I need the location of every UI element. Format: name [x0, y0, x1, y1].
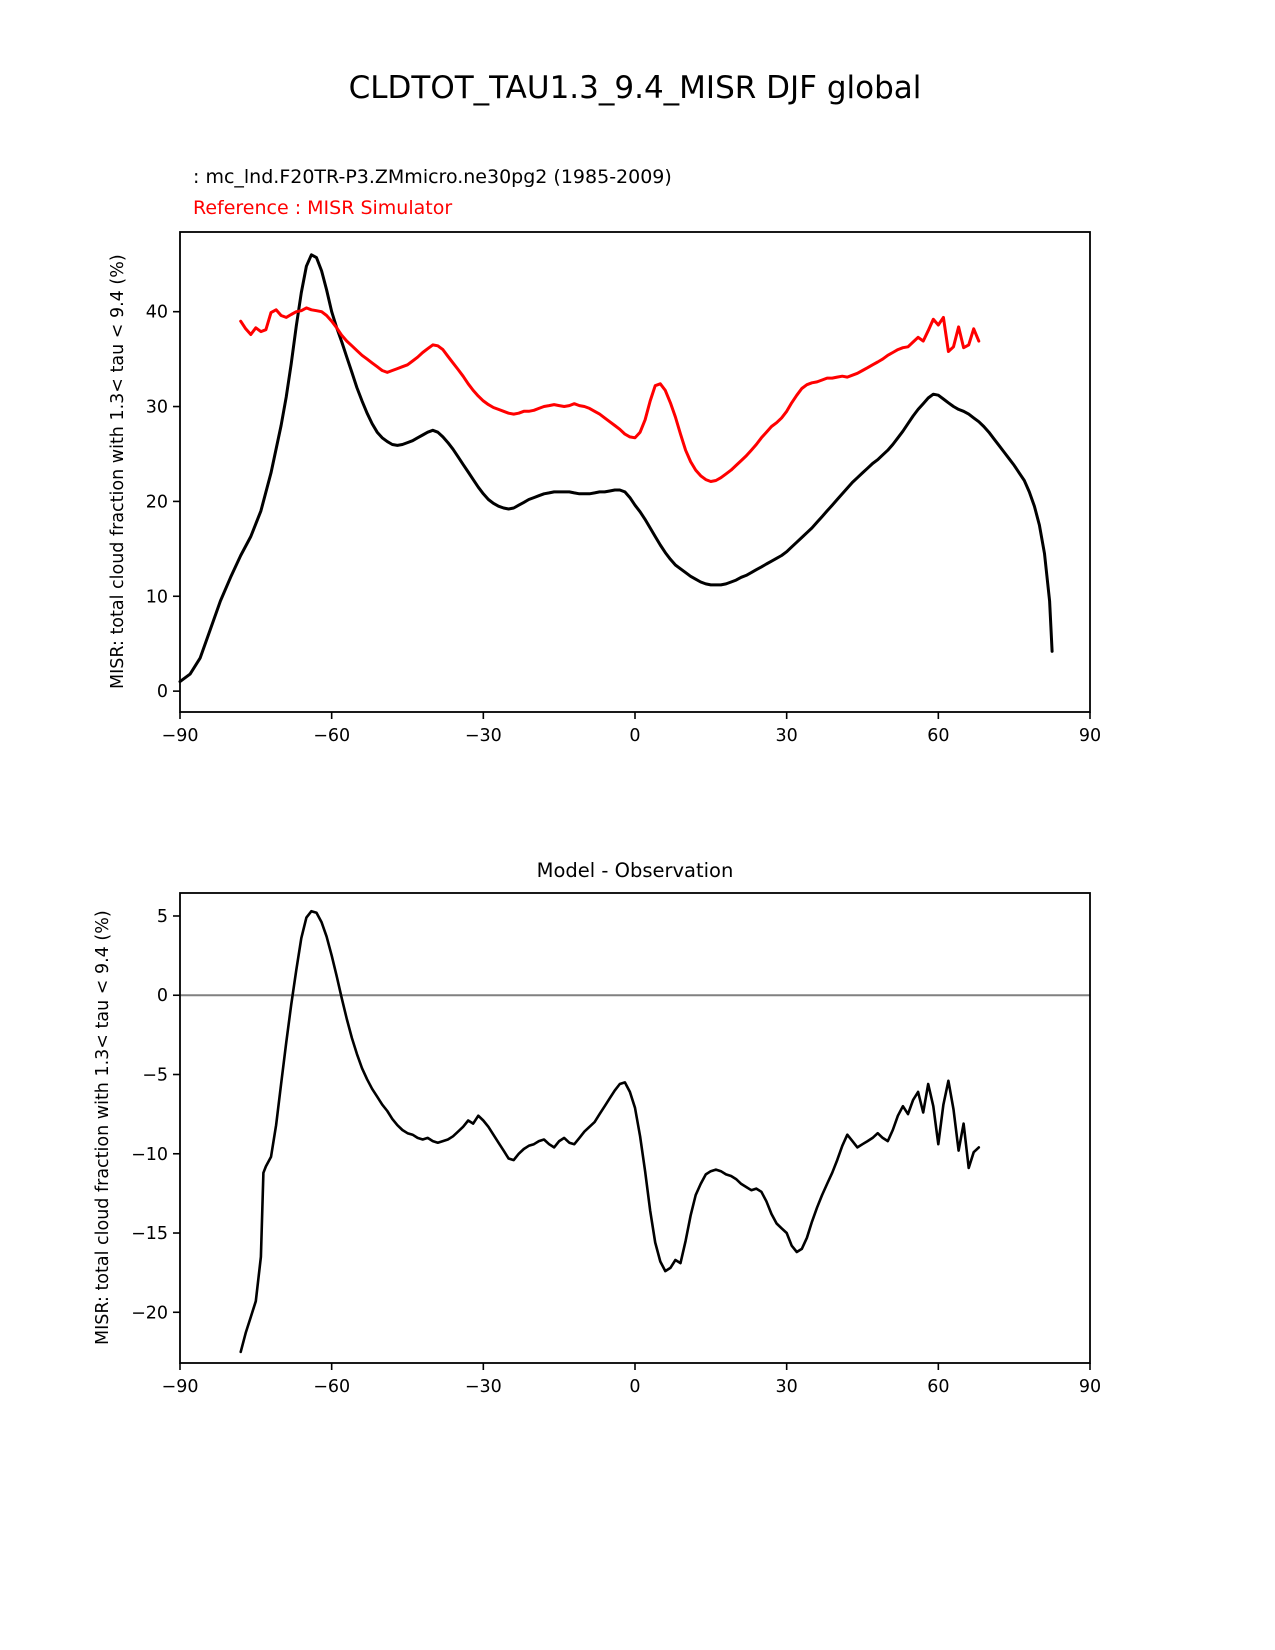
plot-border: [179, 892, 1091, 1364]
x-tick-label: 90: [1079, 1377, 1101, 1397]
y-tick-label: 40: [146, 303, 168, 323]
x-tick-label: −30: [465, 1377, 502, 1397]
reference-label: Reference : MISR Simulator: [193, 197, 453, 219]
x-tick-label: 30: [776, 726, 798, 746]
y-tick-label: 20: [146, 492, 168, 512]
series-model: [178, 253, 1054, 684]
bottom-chart-y-axis-label: MISR: total cloud fraction with 1.3< tau…: [93, 910, 113, 1346]
y-tick-label: 30: [146, 398, 168, 418]
x-tick-label: 60: [927, 726, 949, 746]
y-tick-label: −15: [131, 1224, 168, 1244]
x-tick-label: 90: [1079, 726, 1101, 746]
x-tick-label: −90: [162, 1377, 199, 1397]
test-run-label: : mc_lnd.F20TR-P3.ZMmicro.ne30pg2 (1985-…: [193, 166, 672, 188]
y-tick-label: −10: [131, 1145, 168, 1165]
x-tick-label: 30: [776, 1377, 798, 1397]
series-MISR Simulator: [239, 306, 981, 483]
x-tick-label: −90: [162, 726, 199, 746]
y-tick-label: 5: [157, 907, 168, 927]
plot-border: [179, 231, 1091, 713]
series-model-minus-observation: [239, 909, 981, 1354]
x-tick-label: −30: [465, 726, 502, 746]
figure-title: CLDTOT_TAU1.3_9.4_MISR DJF global: [348, 70, 922, 106]
y-tick-label: −5: [142, 1066, 168, 1086]
x-tick-label: 60: [927, 1377, 949, 1397]
bottom-chart-title: Model - Observation: [536, 859, 734, 882]
x-tick-label: 0: [629, 726, 640, 746]
y-tick-label: 10: [146, 587, 168, 607]
x-tick-label: −60: [313, 1377, 350, 1397]
x-tick-label: −60: [313, 726, 350, 746]
top-chart-plot: −90 −60 −30 0 30 60 90 0 10 20 30 40: [146, 231, 1101, 746]
y-tick-label: 0: [157, 986, 168, 1006]
bottom-chart-plot: −90 −60 −30 0 30 60 90 5 0 −5 −10 −15 −20: [131, 892, 1101, 1397]
x-tick-label: 0: [629, 1377, 640, 1397]
y-tick-label: 0: [157, 682, 168, 702]
y-tick-label: −20: [131, 1303, 168, 1323]
